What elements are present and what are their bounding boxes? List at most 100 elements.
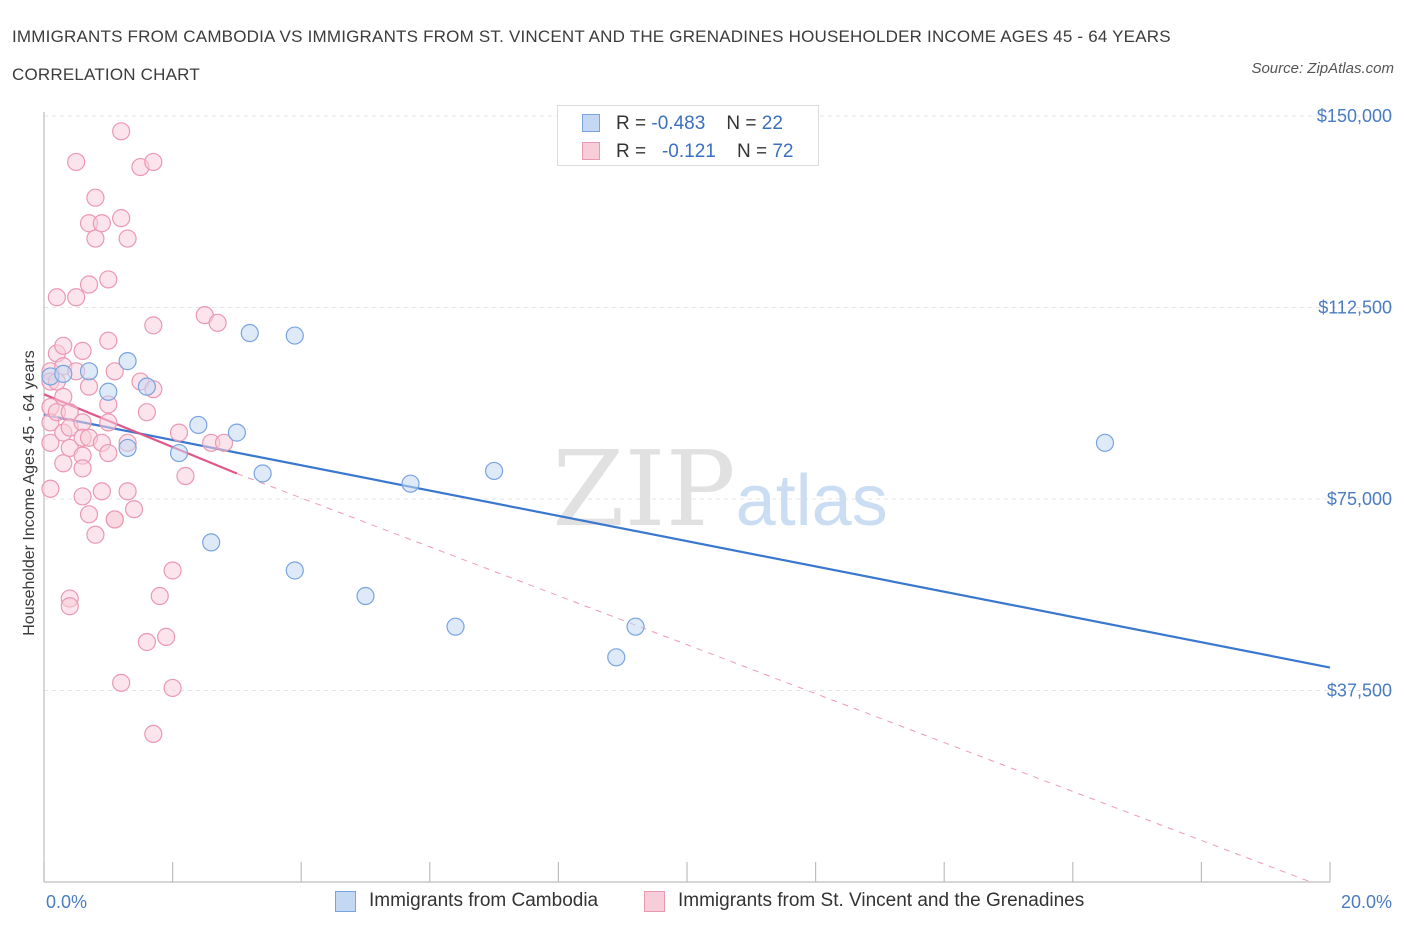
legend-label-cambodia: Immigrants from Cambodia xyxy=(369,890,599,911)
data-point-s1-29 xyxy=(79,377,99,396)
watermark-zip: ZIP xyxy=(552,428,735,550)
data-point-s1-70 xyxy=(137,632,156,652)
cambodia-r-value: -0.483 xyxy=(651,113,706,134)
data-point-s0-4 xyxy=(118,352,137,371)
x-tick-label-1: 20.0% xyxy=(1341,892,1392,912)
data-point-s0-9 xyxy=(202,533,221,552)
data-point-s0-11 xyxy=(240,323,259,343)
data-point-s0-5 xyxy=(137,377,156,396)
data-point-s1-37 xyxy=(92,482,111,501)
data-point-s1-72 xyxy=(163,678,182,698)
data-point-s1-42 xyxy=(99,443,118,463)
data-point-s0-6 xyxy=(118,438,137,458)
data-point-s1-25 xyxy=(73,459,92,478)
data-point-s1-48 xyxy=(112,122,131,141)
data-point-s1-52 xyxy=(118,482,137,501)
data-point-s1-18 xyxy=(67,152,86,172)
data-point-s1-10 xyxy=(54,454,73,473)
data-point-s1-64 xyxy=(176,466,195,486)
watermark: ZIPatlas xyxy=(552,428,887,550)
grid-layer xyxy=(44,115,1392,691)
data-point-s1-61 xyxy=(157,627,176,646)
data-point-s0-14 xyxy=(285,561,304,580)
data-point-s0-21 xyxy=(1095,433,1115,452)
data-point-s0-1 xyxy=(54,364,73,383)
cambodia-swatch xyxy=(582,114,600,132)
legend-label-st-vincent: Immigrants from St. Vincent and the Gren… xyxy=(678,890,1085,911)
data-point-s0-19 xyxy=(607,648,626,667)
chart-source: Source: ZipAtlas.com xyxy=(1251,60,1394,77)
data-point-s0-13 xyxy=(285,326,304,345)
data-point-s1-71 xyxy=(144,724,163,744)
st-vincent-r-value: -0.121 xyxy=(661,141,716,162)
data-point-s0-16 xyxy=(401,474,420,493)
data-point-s1-43 xyxy=(105,362,124,381)
data-point-s1-63 xyxy=(169,423,189,442)
st-vincent-swatch xyxy=(582,142,600,160)
data-point-s1-39 xyxy=(99,331,118,350)
data-point-s0-7 xyxy=(169,443,189,463)
data-point-s1-21 xyxy=(73,341,92,361)
trend-line-0 xyxy=(43,413,1331,669)
chart-title: IMMIGRANTS FROM CAMBODIA VS IMMIGRANTS F… xyxy=(12,27,1171,84)
y-tick-label-0: $150,000 xyxy=(1317,106,1392,126)
data-point-s1-19 xyxy=(67,288,86,307)
data-point-s0-15 xyxy=(356,586,375,606)
data-point-s1-60 xyxy=(150,586,169,606)
data-point-s0-3 xyxy=(99,382,118,401)
data-point-s1-56 xyxy=(137,403,156,422)
data-point-s1-4 xyxy=(41,433,60,452)
cambodia-n-value: 22 xyxy=(761,113,783,134)
data-point-s0-12 xyxy=(253,464,272,483)
data-point-s0-8 xyxy=(189,415,208,435)
data-point-s1-26 xyxy=(73,487,92,506)
data-point-s1-31 xyxy=(79,505,99,524)
data-point-s1-38 xyxy=(99,270,118,289)
data-point-s1-69 xyxy=(112,673,131,692)
watermark-atlas: atlas xyxy=(736,461,888,541)
data-point-s1-67 xyxy=(208,313,227,332)
data-point-s1-33 xyxy=(86,525,105,544)
data-point-s1-28 xyxy=(79,275,99,294)
legend-swatch-cambodia xyxy=(335,891,356,912)
data-point-s1-47 xyxy=(60,597,79,616)
axis-layer xyxy=(43,112,1331,883)
y-tick-label-2: $75,000 xyxy=(1327,489,1392,509)
data-point-s1-53 xyxy=(124,500,144,519)
data-point-s1-12 xyxy=(54,387,73,406)
data-point-s1-45 xyxy=(105,510,124,529)
data-point-s0-17 xyxy=(446,617,465,636)
st-vincent-r-label: R = xyxy=(616,141,647,162)
data-point-s0-20 xyxy=(626,617,645,636)
y-tick-label-3: $37,500 xyxy=(1327,681,1392,701)
data-point-s1-57 xyxy=(144,152,163,172)
st-vincent-n-value: 72 xyxy=(772,141,794,162)
data-point-s0-18 xyxy=(485,461,504,481)
stats-legend: R = -0.483 N = 22 R = -0.121 N = 72 xyxy=(557,105,819,166)
cambodia-n-label: N = xyxy=(726,113,757,134)
data-point-s1-50 xyxy=(118,229,137,248)
data-point-s1-68 xyxy=(214,433,234,452)
y-axis-label: Householder Income Ages 45 - 64 years xyxy=(21,350,38,636)
data-point-s1-35 xyxy=(92,214,111,233)
data-point-s1-49 xyxy=(112,209,131,228)
data-point-s0-10 xyxy=(227,423,246,442)
data-point-s1-5 xyxy=(41,479,60,498)
tick-label-layer: $150,000 $112,500 $75,000 $37,500 0.0% 20.0% xyxy=(46,106,1392,912)
series-legend: Immigrants from Cambodia Immigrants from… xyxy=(0,888,1406,916)
cambodia-r-label: R = xyxy=(616,113,647,134)
y-tick-label-1: $112,500 xyxy=(1318,298,1392,318)
data-point-s0-2 xyxy=(79,362,99,381)
x-tick-label-0: 0.0% xyxy=(46,892,87,912)
st-vincent-n-label: N = xyxy=(736,141,768,162)
data-point-s1-41 xyxy=(99,413,118,432)
data-point-s1-34 xyxy=(86,188,105,207)
data-point-s1-32 xyxy=(86,229,105,248)
data-point-s1-59 xyxy=(144,316,163,335)
legend-swatch-st-vincent xyxy=(644,891,665,912)
data-point-s1-6 xyxy=(47,288,66,307)
point-layer xyxy=(41,122,1115,744)
data-point-s1-13 xyxy=(54,336,73,355)
data-point-s1-62 xyxy=(163,561,182,580)
